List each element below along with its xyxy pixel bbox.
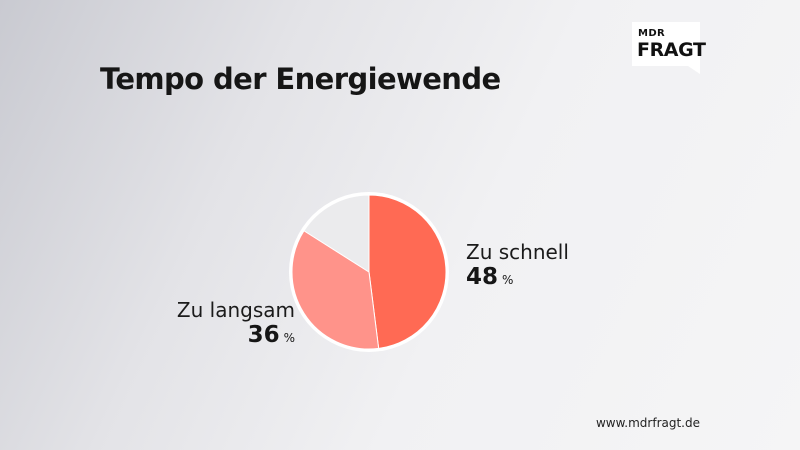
logo-text-bottom: FRAGT xyxy=(637,39,706,61)
slice-value-unit: % xyxy=(283,331,295,345)
pie-slice-other xyxy=(303,194,370,273)
slice-value-unit: % xyxy=(502,273,514,287)
pie-slice-zu-schnell xyxy=(368,194,447,349)
logo-text-top: MDR xyxy=(638,28,666,39)
pie-slice-zu-langsam xyxy=(291,230,380,350)
slice-value-number: 36 xyxy=(247,322,280,348)
mdr-fragt-logo: MDR FRAGT xyxy=(632,22,706,66)
slice-label-zu-schnell: Zu schnell 48% xyxy=(466,240,569,293)
slice-label-zu-langsam: Zu langsam 36% xyxy=(175,298,295,351)
slice-value-number: 48 xyxy=(466,264,499,290)
logo-speech-tail xyxy=(688,66,700,74)
slice-label-name: Zu langsam xyxy=(176,298,295,322)
slice-label-name: Zu schnell xyxy=(466,240,569,264)
footer-url: www.mdrfragt.de xyxy=(595,416,700,430)
page-title: Tempo der Energiewende xyxy=(100,62,501,96)
slice-label-value: 48% xyxy=(466,264,569,293)
slice-label-value: 36% xyxy=(175,322,295,351)
